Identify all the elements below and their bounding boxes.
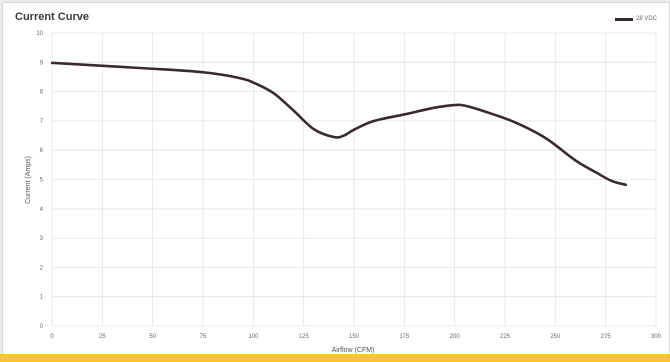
data-point <box>272 92 275 94</box>
data-point <box>51 61 53 64</box>
data-point <box>624 183 627 186</box>
chart-legend: 28 VDC <box>614 16 657 22</box>
x-tick-label: 25 <box>99 334 106 340</box>
data-point <box>594 171 597 174</box>
data-point <box>151 67 154 70</box>
x-tick-label: 225 <box>500 334 511 340</box>
axes: 0 25 50 75 100 125 150 175 200 225 250 275 300 0 1 2 3 4 5… <box>36 31 661 340</box>
x-tick-label: 175 <box>399 334 410 340</box>
data-point <box>171 69 174 71</box>
y-tick-label: 2 <box>40 265 44 271</box>
y-axis-title: Current (Amps) <box>25 156 32 204</box>
data-point <box>252 81 255 84</box>
x-tick-label: 275 <box>601 334 612 340</box>
data-point <box>403 113 406 116</box>
x-tick-label: 75 <box>200 334 207 340</box>
y-tick-label: 10 <box>36 31 43 37</box>
data-point <box>101 64 104 67</box>
data-point <box>343 134 345 137</box>
data-point <box>483 110 486 113</box>
data-point <box>373 120 376 122</box>
y-tick-label: 9 <box>40 60 44 66</box>
y-tick-label: 4 <box>40 207 44 213</box>
series-line-28vdc <box>50 61 628 187</box>
series-layer <box>50 61 628 187</box>
y-tick-label: 6 <box>40 148 44 154</box>
data-point <box>544 136 547 139</box>
data-point <box>222 73 225 76</box>
x-tick-label: 125 <box>299 334 310 340</box>
data-point <box>353 128 355 131</box>
x-tick-label: 150 <box>349 334 360 340</box>
data-point <box>242 78 245 80</box>
data-point <box>463 104 466 107</box>
accent-bar <box>0 354 670 362</box>
data-point <box>433 106 436 109</box>
x-tick-label: 300 <box>651 334 662 340</box>
data-point <box>574 159 577 162</box>
data-point <box>453 104 456 106</box>
y-tick-label: 8 <box>40 90 44 96</box>
chart-title: Current Curve <box>15 11 89 23</box>
y-tick-label: 0 <box>40 324 44 330</box>
legend-swatch <box>614 17 633 21</box>
y-tick-label: 3 <box>40 236 44 242</box>
y-tick-label: 5 <box>40 178 44 184</box>
data-point <box>332 136 335 138</box>
x-tick-label: 100 <box>248 334 259 340</box>
y-tick-label: 1 <box>40 295 44 301</box>
grid <box>51 32 657 327</box>
x-tick-label: 200 <box>450 334 461 340</box>
data-point <box>610 180 613 182</box>
data-point <box>202 71 204 74</box>
legend-label: 28 VDC <box>635 16 657 22</box>
data-point <box>292 109 295 112</box>
x-tick-label: 250 <box>550 334 561 340</box>
x-tick-label: 0 <box>50 334 54 340</box>
x-tick-label: 50 <box>149 334 156 340</box>
x-axis-title: Airflow (CFM) <box>332 347 375 354</box>
data-point <box>514 121 516 124</box>
data-point <box>312 128 315 131</box>
y-tick-label: 7 <box>40 119 44 125</box>
